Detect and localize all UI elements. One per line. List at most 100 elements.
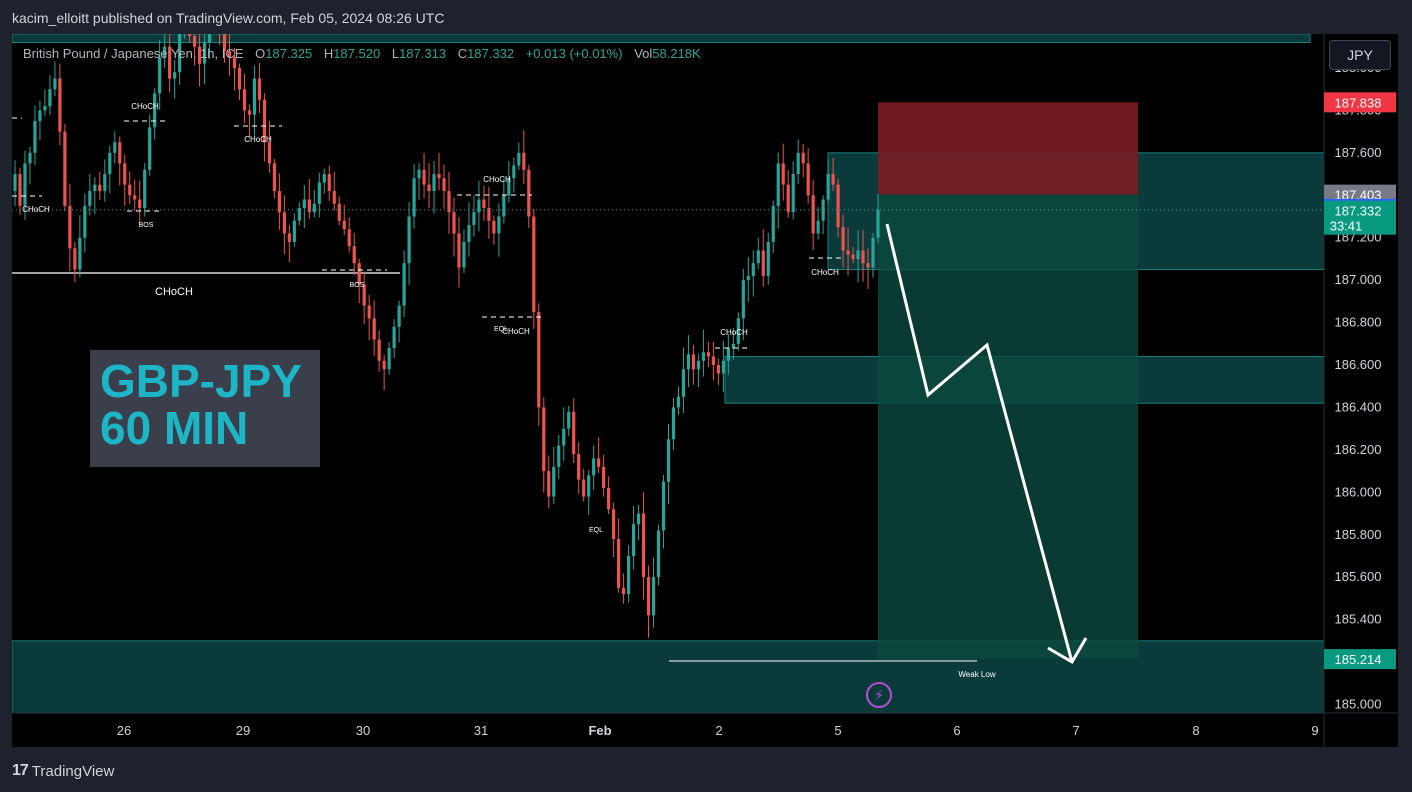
candle-body xyxy=(676,396,681,408)
candle-body xyxy=(252,78,257,115)
candle-body xyxy=(302,199,306,208)
high-value: 187.520 xyxy=(333,46,381,61)
candle-body xyxy=(103,174,107,192)
symbol-name[interactable]: British Pound / Japanese Yen, 1h, ICE xyxy=(23,46,244,61)
candle-body xyxy=(207,34,212,43)
candle-body xyxy=(202,42,207,64)
y-tick-label: 186.400 xyxy=(1335,399,1382,414)
annotation-label: EQL xyxy=(589,527,603,534)
candle-body xyxy=(63,131,67,206)
candle-body xyxy=(811,195,815,234)
candle-body xyxy=(711,356,715,366)
timeframe-title: 60 MIN xyxy=(100,402,249,454)
candle-body xyxy=(347,229,351,247)
pair-title: GBP-JPY xyxy=(100,355,302,407)
candle-body xyxy=(232,57,237,68)
candle-body xyxy=(148,127,152,170)
candle-body xyxy=(412,178,416,217)
candle-body xyxy=(362,284,366,306)
annotation-label: BOS xyxy=(139,222,154,229)
close-label: C xyxy=(457,46,468,61)
candle-body xyxy=(392,326,396,349)
tradingview-brand[interactable]: 17 TradingView xyxy=(12,762,114,780)
x-tick-label: Feb xyxy=(588,723,611,738)
price-label-box xyxy=(1324,92,1396,113)
candle-body xyxy=(806,163,810,196)
candle-body xyxy=(382,360,386,370)
candle-body xyxy=(766,241,770,276)
y-tick-label: 185.800 xyxy=(1335,527,1382,542)
candle-body xyxy=(482,199,486,208)
candle-body xyxy=(442,178,446,192)
candle-body xyxy=(262,99,267,143)
candle-body xyxy=(128,184,132,196)
candle-body xyxy=(158,57,162,94)
candle-body xyxy=(701,352,706,361)
candle-body xyxy=(227,50,232,58)
candle-body xyxy=(527,169,531,217)
candle-body xyxy=(53,78,57,90)
candle-body xyxy=(357,263,361,285)
price-chart[interactable]: CHoCHCHoCHCHoCHBOSCHoCHBOSCHoCHEQLCHoCHE… xyxy=(12,34,1398,747)
candle-body xyxy=(322,174,326,183)
candle-body xyxy=(307,199,311,213)
candle-body xyxy=(93,184,97,192)
candle-body xyxy=(277,191,281,213)
candle-body xyxy=(138,199,142,208)
candle-body xyxy=(422,169,426,185)
candle-body xyxy=(716,365,720,374)
candle-body xyxy=(337,203,341,221)
candle-body xyxy=(751,263,755,276)
y-tick-label: 185.600 xyxy=(1335,569,1382,584)
candle-body xyxy=(88,191,92,206)
ohlc-legend: British Pound / Japanese Yen, 1h, ICE O1… xyxy=(23,46,701,61)
change-value: +0.013 (+0.01%) xyxy=(525,46,623,61)
candle-body xyxy=(866,263,870,268)
y-tick-label: 187.000 xyxy=(1335,272,1382,287)
candle-body xyxy=(272,163,276,192)
y-tick-label: 186.600 xyxy=(1335,357,1382,372)
x-tick-label: 30 xyxy=(356,723,370,738)
candle-body xyxy=(587,475,591,497)
currency-button[interactable]: JPY xyxy=(1329,40,1391,70)
candle-body xyxy=(78,237,82,270)
candle-body xyxy=(731,343,735,349)
price-label-box xyxy=(1324,649,1396,670)
candle-body xyxy=(746,275,750,281)
x-tick-label: 9 xyxy=(1311,723,1318,738)
candle-body xyxy=(661,481,666,531)
candle-body xyxy=(816,220,820,234)
candle-body xyxy=(831,174,835,185)
candle-body xyxy=(73,248,77,270)
candle-body xyxy=(671,407,676,440)
y-tick-label: 185.400 xyxy=(1335,612,1382,627)
candle-body xyxy=(472,212,476,225)
candle-body xyxy=(452,212,456,234)
volume-value: 58.218K xyxy=(652,46,701,61)
candle-body xyxy=(821,199,825,221)
candle-body xyxy=(292,220,296,242)
candle-body xyxy=(33,120,37,153)
pair-title-box: GBP-JPY 60 MIN xyxy=(90,350,320,467)
candle-body xyxy=(756,250,760,264)
annotation-label: CHoCH xyxy=(131,102,159,111)
candle-body xyxy=(143,169,147,208)
candle-body xyxy=(402,263,406,306)
candle-body xyxy=(602,466,606,489)
candle-body xyxy=(851,254,855,259)
candle-body xyxy=(771,205,775,242)
lightning-icon[interactable]: ⚡ xyxy=(866,682,892,708)
x-tick-label: 31 xyxy=(474,723,488,738)
candle-body xyxy=(68,205,72,249)
candle-body xyxy=(846,250,850,255)
candle-body xyxy=(247,110,252,115)
candle-body xyxy=(502,195,506,217)
candle-body xyxy=(562,428,566,446)
candle-body xyxy=(477,199,481,213)
candle-body xyxy=(856,250,860,259)
x-tick-label: 6 xyxy=(953,723,960,738)
x-tick-label: 8 xyxy=(1192,723,1199,738)
chart-area[interactable]: CHoCH CHoCH CHoCH BOS CHoCH BOS CHoCH EQL CHoCH E… xyxy=(12,34,1398,747)
candle-body xyxy=(242,89,247,111)
price-label: 185.214 xyxy=(1335,652,1382,667)
